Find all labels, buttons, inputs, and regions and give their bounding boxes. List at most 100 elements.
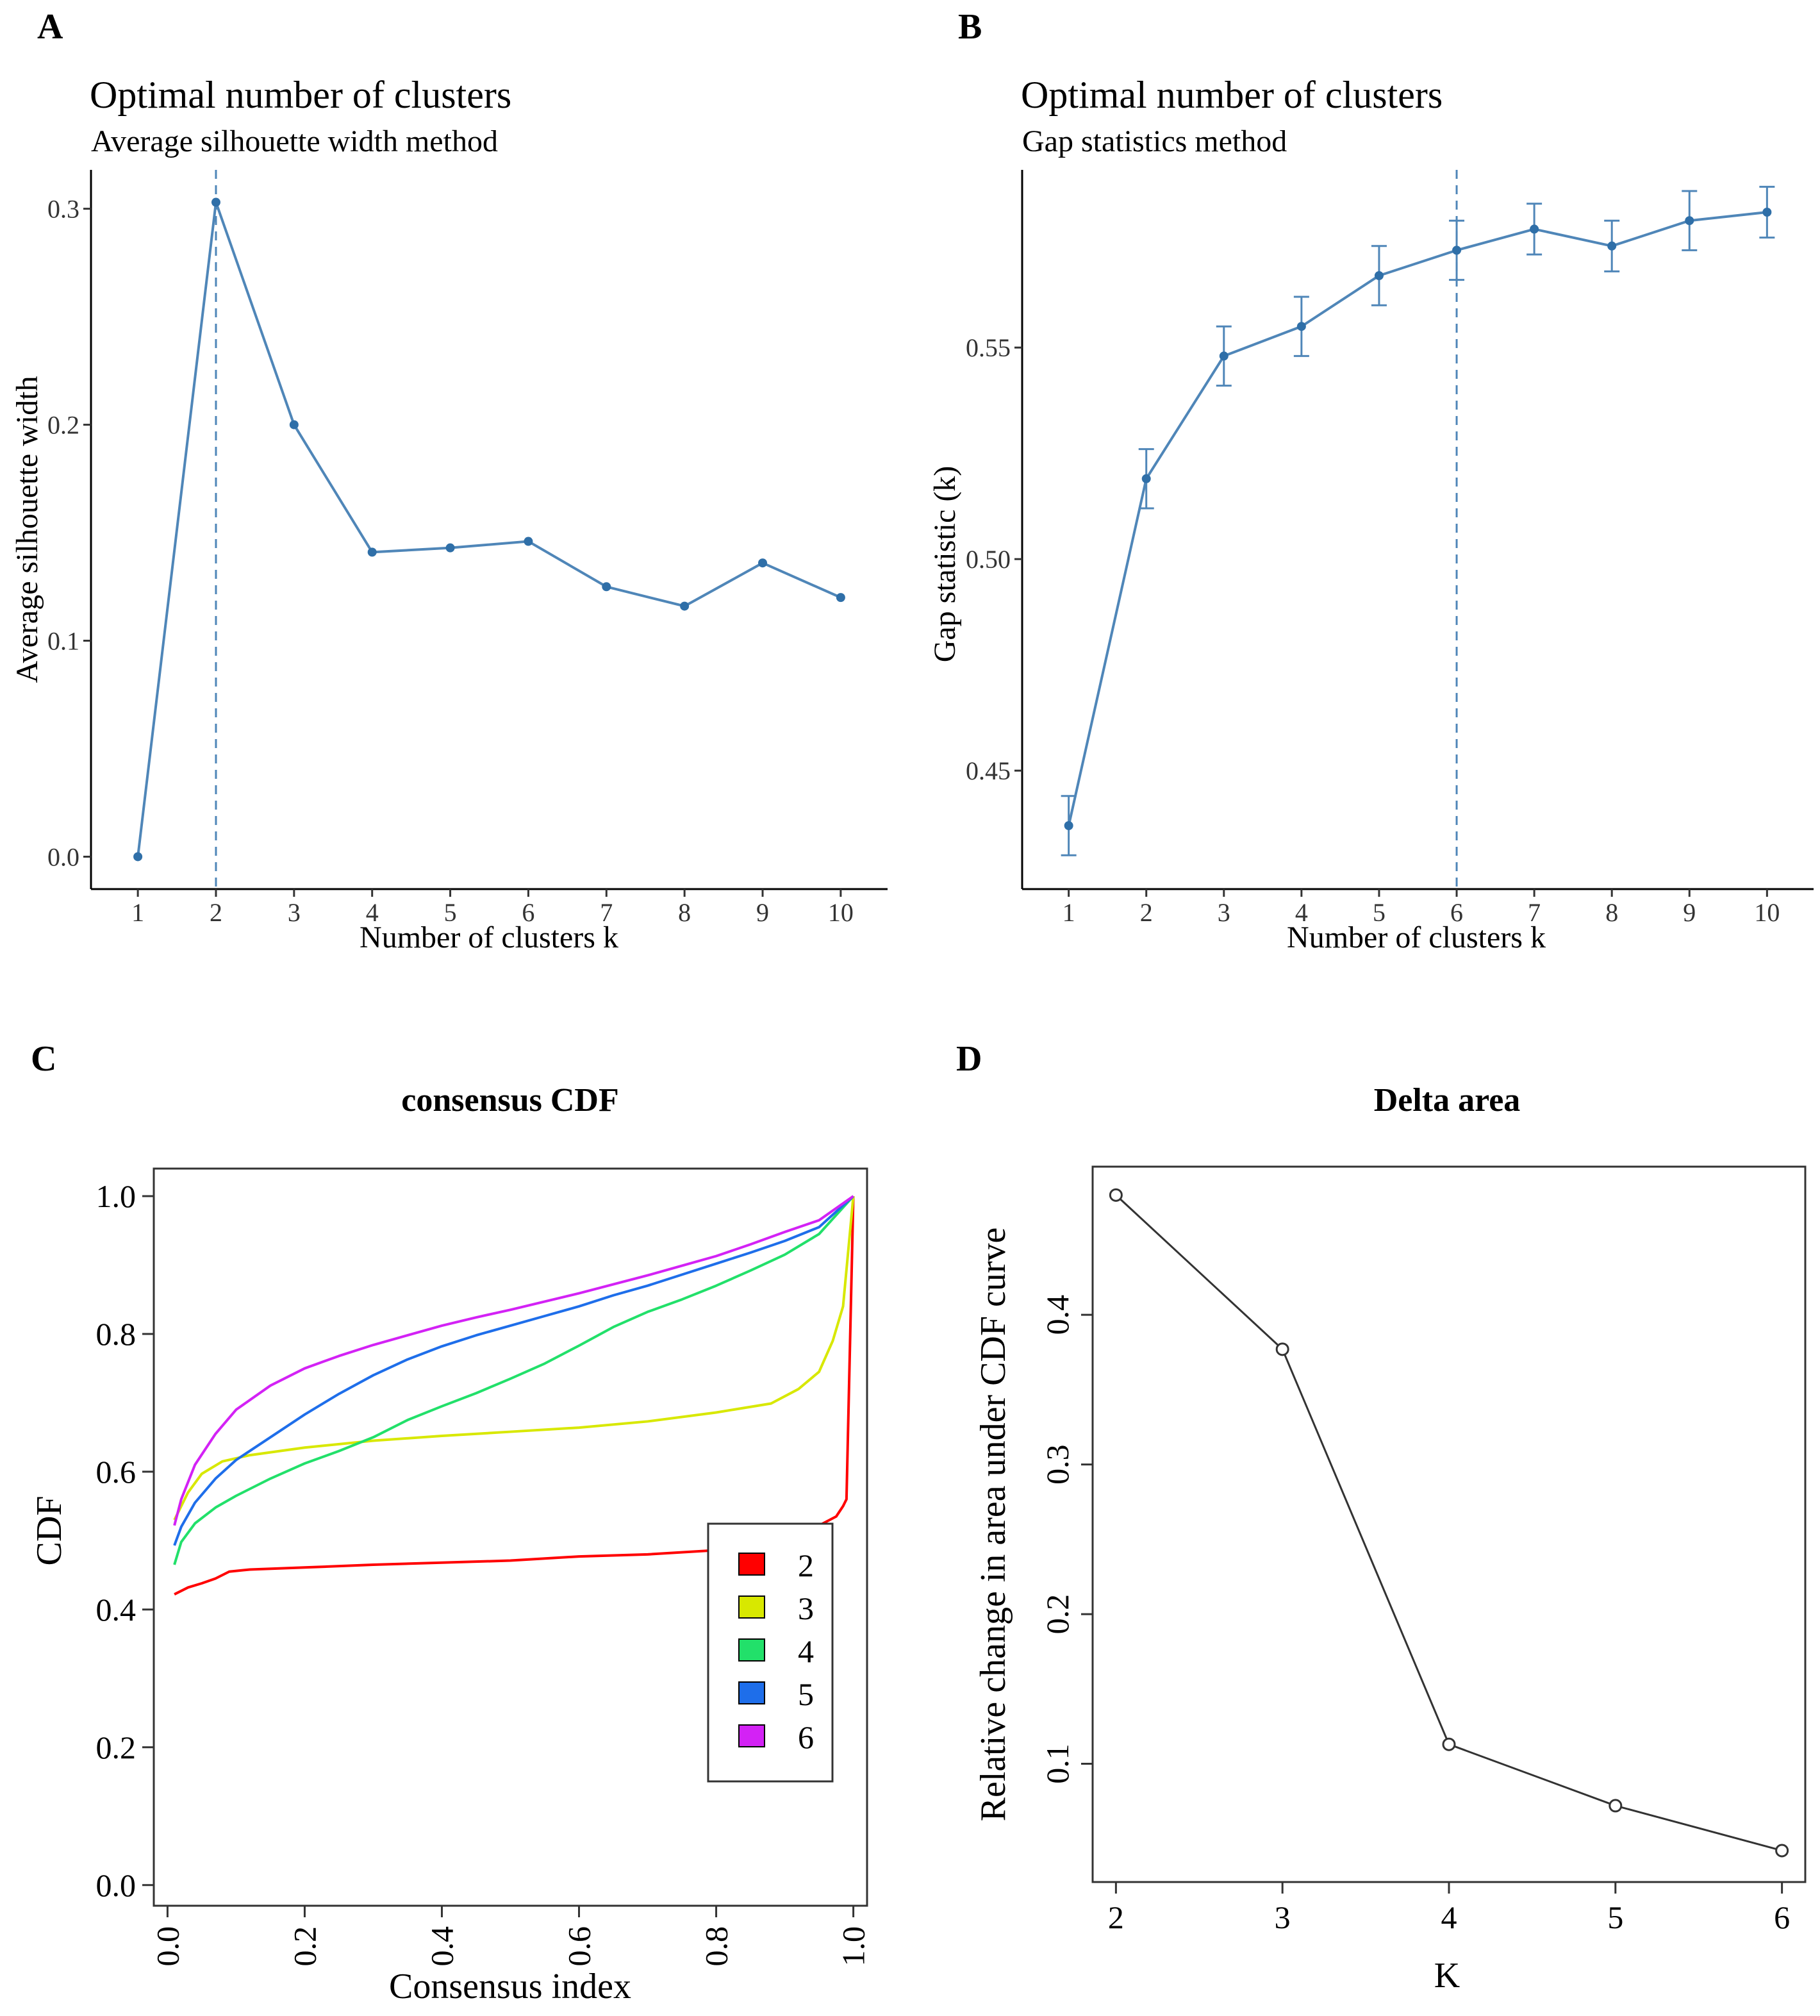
panel-a: A Optimal number of clusters Average sil… <box>10 7 888 954</box>
b-data-point <box>1219 351 1228 361</box>
b-data-point <box>1607 241 1617 251</box>
b-x-tick-label: 10 <box>1754 898 1780 927</box>
panel-letter-d: D <box>956 1039 982 1079</box>
panel-d-x-ticks: 2 3 4 5 6 <box>1108 1882 1790 1935</box>
a-data-point <box>836 593 845 603</box>
b-x-tick-label: 9 <box>1683 898 1696 927</box>
panel-b-x-ticks: 1 2 3 4 5 6 7 8 9 10 <box>1063 889 1780 927</box>
a-data-point <box>289 420 299 429</box>
c-cdf-line-k2 <box>174 1195 855 1595</box>
c-y-tick-label: 0.0 <box>96 1867 136 1903</box>
panel-c-legend-items: 2 3 4 5 6 <box>738 1547 814 1755</box>
c-legend-swatch-k3 <box>738 1595 765 1619</box>
c-y-tick-label: 0.2 <box>96 1729 136 1765</box>
d-data-point <box>1775 1844 1789 1858</box>
a-y-tick-label: 0.0 <box>47 842 79 871</box>
a-data-point <box>367 547 377 557</box>
panel-c-y-ticks: 0.0 0.2 0.4 0.6 0.8 1.0 <box>96 1178 154 1903</box>
panel-a-series-line <box>136 201 841 857</box>
c-x-tick-label: 0.4 <box>424 1926 459 1967</box>
panel-c-x-label: Consensus index <box>389 1967 631 2006</box>
a-x-tick-label: 5 <box>444 898 457 927</box>
b-data-point <box>1452 246 1462 255</box>
panel-d-title: Delta area <box>1374 1082 1521 1119</box>
b-x-tick-label: 8 <box>1605 898 1618 927</box>
b-x-tick-label: 3 <box>1218 898 1230 927</box>
d-y-tick-label: 0.3 <box>1039 1444 1075 1485</box>
c-x-tick-label: 0.6 <box>561 1926 597 1967</box>
b-x-tick-label: 1 <box>1063 898 1075 927</box>
panel-b-points <box>1064 208 1772 830</box>
panel-c-legend: 2 3 4 5 6 <box>707 1522 834 1783</box>
c-x-tick-label: 0.0 <box>149 1926 185 1967</box>
a-data-point <box>211 197 220 207</box>
d-x-tick-label: 2 <box>1108 1899 1124 1935</box>
b-y-tick-label: 0.55 <box>966 333 1011 362</box>
b-x-tick-label: 6 <box>1450 898 1463 927</box>
panel-letter-c: C <box>31 1039 56 1079</box>
a-data-point <box>445 543 455 553</box>
c-cdf-line-k4 <box>173 1195 855 1565</box>
c-y-tick-label: 0.6 <box>96 1454 136 1490</box>
d-y-tick-label: 0.4 <box>1039 1295 1075 1335</box>
a-data-point <box>758 558 768 568</box>
b-x-tick-label: 4 <box>1295 898 1308 927</box>
a-y-tick-label: 0.3 <box>47 195 79 224</box>
c-y-tick-label: 0.4 <box>96 1592 136 1628</box>
panel-d-y-ticks: 0.1 0.2 0.3 0.4 <box>1039 1295 1093 1784</box>
b-y-tick-label: 0.45 <box>966 756 1011 785</box>
panel-b-subtitle: Gap statistics method <box>1022 124 1287 158</box>
a-x-tick-label: 1 <box>131 898 144 927</box>
c-y-tick-label: 1.0 <box>96 1178 136 1214</box>
a-x-tick-label: 10 <box>828 898 854 927</box>
panel-d-x-label: K <box>1434 1956 1460 1995</box>
d-x-tick-label: 4 <box>1441 1899 1457 1935</box>
panel-d-points <box>1109 1188 1789 1858</box>
panel-b-series-line <box>1067 211 1767 826</box>
b-data-point <box>1762 208 1772 217</box>
d-x-tick-label: 3 <box>1275 1899 1291 1935</box>
d-x-tick-label: 6 <box>1774 1899 1790 1935</box>
panel-a-x-ticks: 1 2 3 4 5 6 7 8 9 10 <box>131 889 854 927</box>
a-y-tick-label: 0.1 <box>47 627 79 656</box>
panel-a-subtitle: Average silhouette width method <box>91 124 498 158</box>
panel-a-y-label: Average silhouette width <box>10 376 44 683</box>
panel-c-plot-frame <box>153 1167 868 1907</box>
a-data-point <box>524 537 533 546</box>
panel-c-title: consensus CDF <box>401 1082 619 1119</box>
d-data-point <box>1609 1799 1623 1813</box>
c-legend-label-k2: 2 <box>798 1547 814 1583</box>
c-legend-swatch-k4 <box>738 1638 765 1662</box>
d-data-point <box>1275 1342 1289 1356</box>
panel-c-y-label: CDF <box>29 1496 69 1566</box>
a-x-tick-label: 8 <box>678 898 691 927</box>
c-legend-label-k5: 5 <box>798 1676 814 1712</box>
panel-d-plot-frame <box>1091 1165 1807 1883</box>
d-x-tick-label: 5 <box>1607 1899 1623 1935</box>
b-data-point <box>1685 216 1694 226</box>
a-y-tick-label: 0.2 <box>47 411 79 440</box>
panel-b-x-label: Number of clusters k <box>1287 921 1546 954</box>
c-cdf-line-k3 <box>173 1195 855 1521</box>
c-y-tick-label: 0.8 <box>96 1316 136 1352</box>
panel-b-y-ticks: 0.45 0.50 0.55 <box>966 333 1022 785</box>
b-y-tick-label: 0.50 <box>966 545 1011 574</box>
c-x-tick-label: 1.0 <box>836 1926 872 1967</box>
c-legend-label-k6: 6 <box>798 1719 814 1755</box>
b-x-tick-label: 2 <box>1140 898 1153 927</box>
c-cdf-line-k5 <box>173 1195 854 1546</box>
b-data-point <box>1296 322 1306 331</box>
a-data-point <box>680 601 690 611</box>
c-legend-swatch-k6 <box>738 1724 765 1747</box>
panel-c: C consensus CDF 0.00.20.40.60.81.0 0.0 0.… <box>29 1039 872 2006</box>
d-y-tick-label: 0.2 <box>1039 1594 1075 1635</box>
c-x-tick-label: 0.8 <box>699 1926 734 1967</box>
panel-a-points <box>133 197 845 862</box>
a-x-tick-label: 7 <box>600 898 613 927</box>
d-y-tick-label: 0.1 <box>1039 1744 1075 1784</box>
a-x-tick-label: 4 <box>366 898 379 927</box>
a-data-point <box>133 852 143 862</box>
panel-b: B Optimal number of clusters Gap statist… <box>928 7 1814 954</box>
panel-letter-a: A <box>37 7 63 47</box>
